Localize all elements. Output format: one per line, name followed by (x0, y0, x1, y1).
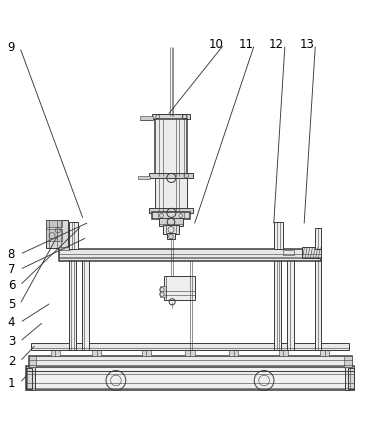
Text: 10: 10 (208, 38, 223, 51)
Text: 11: 11 (239, 38, 254, 51)
Bar (160, 286, 166, 297)
Bar (279, 350, 288, 356)
Bar (82, 259, 89, 350)
Bar (92, 350, 101, 356)
Text: 6: 6 (8, 279, 15, 292)
Bar (283, 250, 294, 255)
Bar (185, 350, 195, 356)
Bar (315, 228, 321, 249)
Text: 2: 2 (8, 355, 15, 368)
Text: 13: 13 (299, 38, 315, 51)
Bar (152, 114, 190, 119)
Text: 1: 1 (8, 377, 15, 390)
Bar (69, 222, 78, 249)
Bar (229, 350, 238, 356)
Bar (159, 218, 183, 226)
Bar (26, 366, 35, 390)
Bar (315, 259, 321, 350)
Bar (164, 276, 195, 300)
Bar (149, 208, 193, 213)
Bar (140, 116, 153, 120)
Bar (274, 259, 281, 350)
Bar (149, 173, 193, 178)
Bar (152, 212, 190, 219)
Bar (46, 221, 68, 248)
Bar (26, 366, 354, 390)
Bar (348, 369, 354, 389)
Bar (138, 176, 150, 179)
Bar (26, 366, 30, 370)
Bar (69, 259, 76, 350)
Bar (155, 119, 187, 176)
Bar (320, 350, 329, 356)
Bar (344, 356, 352, 367)
Bar (51, 350, 60, 356)
Bar (274, 222, 283, 249)
Text: 3: 3 (8, 335, 15, 348)
Bar (155, 178, 187, 210)
Bar (345, 366, 354, 390)
Text: 5: 5 (8, 298, 15, 311)
Text: 12: 12 (269, 38, 284, 51)
Bar (59, 249, 321, 261)
Bar (26, 386, 30, 390)
Bar (287, 259, 294, 350)
Bar (142, 350, 151, 356)
Bar (28, 356, 352, 367)
Text: 4: 4 (8, 316, 15, 329)
Text: 8: 8 (8, 248, 15, 261)
Text: 9: 9 (8, 41, 15, 54)
Bar (46, 221, 62, 226)
Bar (167, 234, 175, 239)
Bar (31, 343, 349, 350)
Bar (302, 247, 321, 258)
Bar (28, 356, 36, 367)
Bar (26, 369, 32, 389)
Bar (350, 366, 354, 370)
Bar (163, 225, 179, 234)
Bar (59, 247, 70, 250)
Bar (46, 229, 62, 241)
Text: 7: 7 (8, 263, 15, 276)
Bar (350, 386, 354, 390)
